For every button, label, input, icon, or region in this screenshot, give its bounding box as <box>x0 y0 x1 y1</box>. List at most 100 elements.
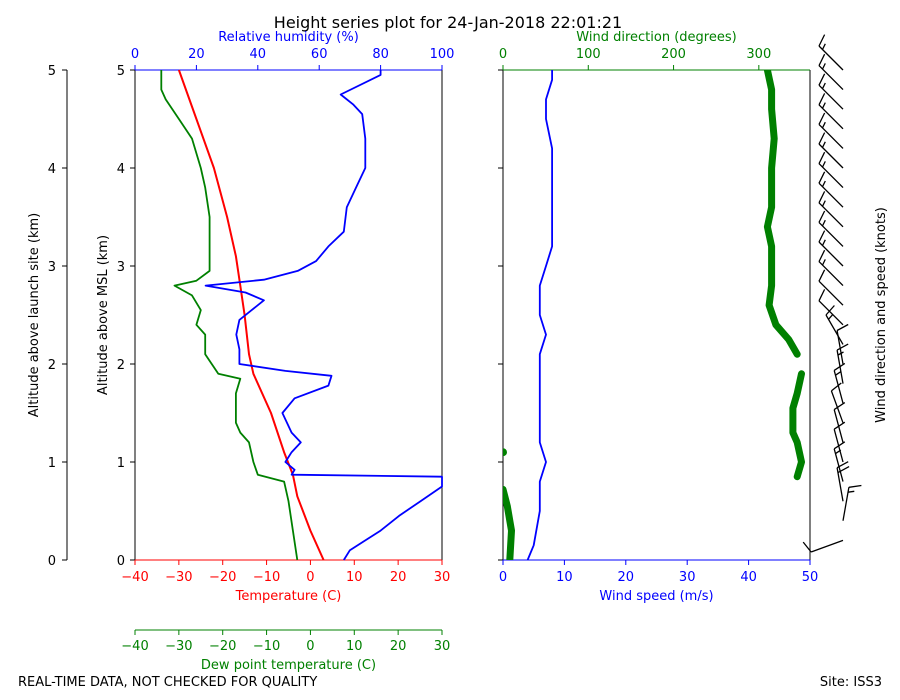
wind-barb-staff <box>833 370 844 404</box>
wind-barb-half-flag <box>821 141 826 148</box>
temperature-tick-label: 30 <box>434 570 451 585</box>
wind-direction-tick-label: 100 <box>576 47 601 62</box>
wind-speed-tick-label: 10 <box>556 570 573 585</box>
wind-barb-half-flag <box>821 180 826 187</box>
wind-barb-staff <box>818 104 844 130</box>
wind-direction-point <box>503 448 507 457</box>
wind-barb-staff <box>818 123 844 149</box>
wind-barb-staff <box>818 45 844 71</box>
wind-barb-flag <box>818 171 826 184</box>
wind-panel: 0 10 20 30 40 50 Wind speed (m/s) 0 100 200 300 Win… <box>498 30 818 604</box>
wind-barb-flag <box>836 343 849 351</box>
dewpoint-axis-label: Dew point temperature (C) <box>201 658 376 673</box>
launch-altitude-tick-label: 2 <box>48 358 56 373</box>
wind-barb-flag <box>818 53 826 66</box>
wind-barb-flag <box>848 484 862 488</box>
msl-altitude-tick-label: 4 <box>117 162 125 177</box>
wind-barb <box>818 151 844 189</box>
wind-direction-tick-label: 0 <box>499 47 507 62</box>
wind-barb-staff <box>818 65 844 91</box>
wind-speed-axis-label: Wind speed (m/s) <box>599 589 713 604</box>
wind-barb-half-flag <box>821 82 826 89</box>
wind-barb <box>818 73 844 110</box>
wind-direction-tick-label: 200 <box>661 47 686 62</box>
dewpoint-tick-label: −40 <box>121 639 148 654</box>
wind-barb-flag <box>818 132 826 145</box>
wind-barb-staff <box>818 261 844 287</box>
msl-altitude-tick-label: 1 <box>117 456 125 471</box>
temperature-tick-label: 10 <box>346 570 363 585</box>
wind-barb-half-flag <box>821 200 826 207</box>
wind-barb <box>818 249 844 287</box>
wind-barb <box>818 132 844 169</box>
wind-barb-flag <box>833 402 846 411</box>
wind-direction-series-line <box>763 70 801 358</box>
wind-barb <box>818 289 844 326</box>
wind-barb-half-flag <box>821 43 826 50</box>
launch-altitude-tick-label: 0 <box>48 554 56 569</box>
temperature-tick-label: 0 <box>306 570 314 585</box>
launch-altitude-tick-label: 3 <box>48 260 56 275</box>
thermo-panel: 0 1 2 3 4 5 Altitude above launch site (km) 0 1 2… <box>27 30 454 673</box>
wind-barb-staff <box>833 429 844 463</box>
wind-barb-staff <box>842 487 850 521</box>
launch-altitude-tick-label: 5 <box>48 64 56 79</box>
wind-barb <box>842 484 862 521</box>
humidity-tick-label: 0 <box>131 47 139 62</box>
wind-barb-staff <box>818 143 844 169</box>
wind-barb <box>802 539 844 553</box>
dewpoint-tick-label: 20 <box>390 639 407 654</box>
wind-speed-tick-label: 50 <box>802 570 819 585</box>
wind-barb <box>833 402 846 443</box>
wind-barb-flag <box>825 305 835 316</box>
wind-direction-series-line <box>789 370 805 481</box>
temperature-tick-label: 20 <box>390 570 407 585</box>
temperature-tick-label: −20 <box>209 570 236 585</box>
wind-barb-flag <box>818 249 826 262</box>
wind-barb <box>818 34 844 71</box>
wind-barb-staff <box>810 539 844 553</box>
wind-barb <box>818 93 844 130</box>
wind-barb <box>830 382 844 424</box>
wind-barb-staff <box>825 314 844 345</box>
footer-site: Site: ISS3 <box>820 675 882 690</box>
wind-barb-flag <box>833 441 846 450</box>
wind-barb-flag <box>830 382 842 392</box>
wind-barb-staff <box>818 182 844 208</box>
wind-barb-staff <box>818 163 844 189</box>
wind-barb-staff <box>818 221 844 247</box>
wind-barb-flag <box>836 323 849 332</box>
wind-barb-half-flag <box>835 371 842 376</box>
wind-barb-flag <box>818 112 826 125</box>
wind-barb-flag <box>802 541 812 553</box>
wind-barb-half-flag <box>828 314 834 320</box>
wind-barb-staff <box>818 300 844 326</box>
wind-barb-staff <box>836 467 844 502</box>
wind-speed-tick-label: 30 <box>679 570 696 585</box>
wind-barb-staff <box>818 241 844 267</box>
wind-barb-half-flag <box>821 219 826 227</box>
wind-barb <box>825 305 844 345</box>
humidity-tick-label: 80 <box>372 47 389 62</box>
wind-barb-staff <box>830 390 844 424</box>
dewpoint-series-line <box>160 70 299 561</box>
wind-barb-half-flag <box>821 121 826 129</box>
wind-barb-half-flag <box>821 239 826 246</box>
wind-barb-flag <box>818 289 826 302</box>
barb-axis-label: Wind direction and speed (knots) <box>874 207 889 423</box>
wind-barb-staff <box>818 280 844 306</box>
footer-quality-note: REAL-TIME DATA, NOT CHECKED FOR QUALITY <box>18 675 317 690</box>
temperature-tick-label: −30 <box>165 570 192 585</box>
wind-barb <box>818 171 844 208</box>
temperature-tick-label: −40 <box>121 570 148 585</box>
wind-barb-flag <box>818 191 826 204</box>
dewpoint-tick-label: 0 <box>306 639 314 654</box>
wind-barb <box>818 230 844 267</box>
wind-barb-flag <box>818 93 826 106</box>
wind-barb-staff <box>833 448 844 482</box>
msl-altitude-tick-label: 0 <box>117 554 125 569</box>
wind-speed-series-line <box>526 70 553 561</box>
wind-barb-half-flag <box>821 63 826 70</box>
launch-altitude-tick-label: 4 <box>48 162 56 177</box>
